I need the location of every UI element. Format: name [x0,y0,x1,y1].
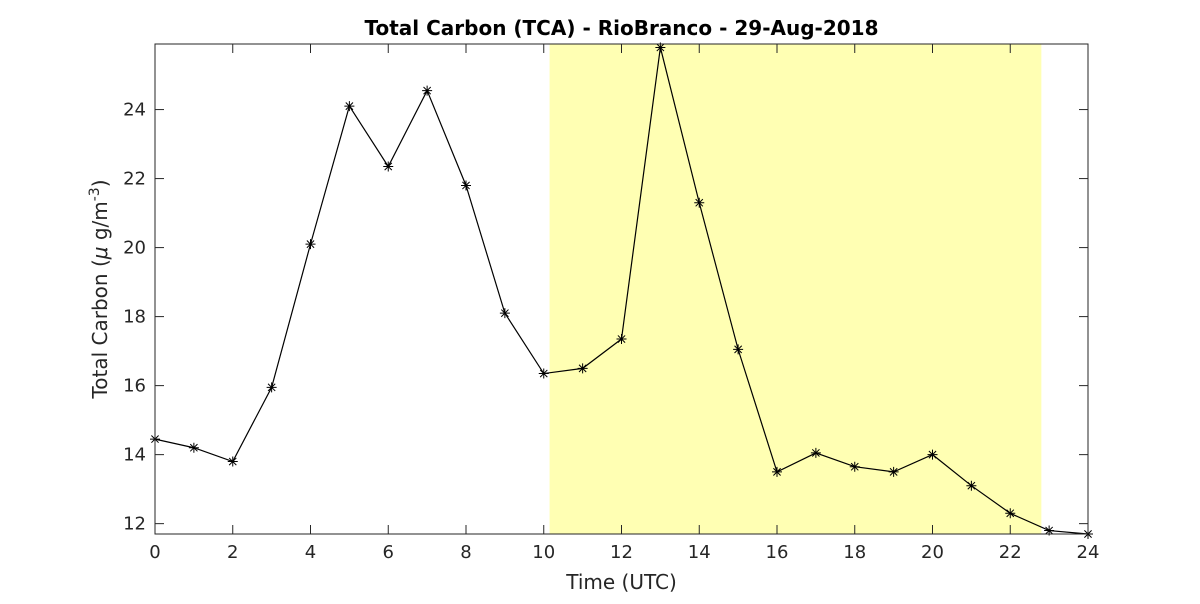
highlight-band [549,44,1042,534]
y-tick-label: 16 [123,376,146,397]
data-point-marker [733,344,744,355]
y-tick-label: 14 [123,445,146,466]
asterisk-glyph [733,344,744,355]
x-tick-label: 20 [921,542,944,563]
asterisk-glyph [422,85,433,96]
data-point-marker [810,447,821,458]
data-point-marker [422,85,433,96]
asterisk-glyph [966,480,977,491]
data-point-marker [266,382,277,393]
asterisk-glyph [616,334,627,345]
asterisk-glyph [188,442,199,453]
data-point-marker [1005,508,1016,519]
x-tick-label: 0 [149,542,160,563]
data-point-marker [1044,525,1055,536]
data-point-marker [927,449,938,460]
y-axis-label-unit: g/m [88,201,112,246]
chart-title: Total Carbon (TCA) - RioBranco - 29-Aug-… [365,16,879,40]
y-tick-label: 12 [123,514,146,535]
asterisk-glyph [772,466,782,477]
x-tick-label: 8 [460,542,471,563]
data-point-marker [344,101,355,112]
asterisk-glyph [888,466,899,477]
data-point-marker [461,180,471,191]
asterisk-glyph [694,197,705,208]
data-point-marker [383,161,394,172]
y-tick-label: 22 [123,169,146,190]
data-point-marker [499,308,510,319]
asterisk-glyph [927,449,938,460]
y-axis-label-suffix: ) [88,179,112,187]
data-point-marker [305,239,316,250]
x-tick-label: 18 [843,542,866,563]
x-tick-label: 12 [610,542,633,563]
asterisk-glyph [655,42,666,53]
y-tick-label: 24 [123,100,146,121]
x-tick-label: 22 [999,542,1022,563]
asterisk-glyph [227,456,238,467]
y-axis-label-mu: μ [88,247,112,261]
asterisk-glyph [344,101,355,112]
data-point-marker [577,363,588,374]
asterisk-glyph [1044,525,1055,536]
data-point-marker [616,334,627,345]
x-tick-label: 16 [766,542,789,563]
asterisk-glyph [538,368,549,379]
y-axis-label-prefix: Total Carbon ( [88,259,112,399]
x-tick-label: 10 [532,542,555,563]
asterisk-glyph [1005,508,1016,519]
asterisk-glyph [461,180,471,191]
y-tick-label: 20 [123,238,146,259]
x-axis-label: Time (UTC) [565,570,677,594]
asterisk-glyph [266,382,277,393]
asterisk-glyph [499,308,510,319]
data-point-marker [538,368,549,379]
data-point-marker [849,461,860,472]
x-tick-label: 2 [227,542,238,563]
asterisk-glyph [849,461,860,472]
asterisk-glyph [577,363,588,374]
x-tick-label: 4 [305,542,316,563]
x-tick-label: 6 [383,542,394,563]
y-axis-label-superscript: -3 [87,187,103,201]
y-axis-label: Total Carbon (μ g/m-3) [87,179,112,399]
data-point-marker [966,480,977,491]
data-point-marker [188,442,199,453]
asterisk-glyph [810,447,821,458]
asterisk-glyph [305,239,316,250]
data-point-marker [694,197,705,208]
x-tick-label: 14 [688,542,711,563]
x-tick-label: 24 [1077,542,1100,563]
data-point-marker [888,466,899,477]
asterisk-glyph [383,161,394,172]
data-point-marker [655,42,666,53]
data-point-marker [227,456,238,467]
y-tick-label: 18 [123,307,146,328]
data-point-marker [772,466,782,477]
